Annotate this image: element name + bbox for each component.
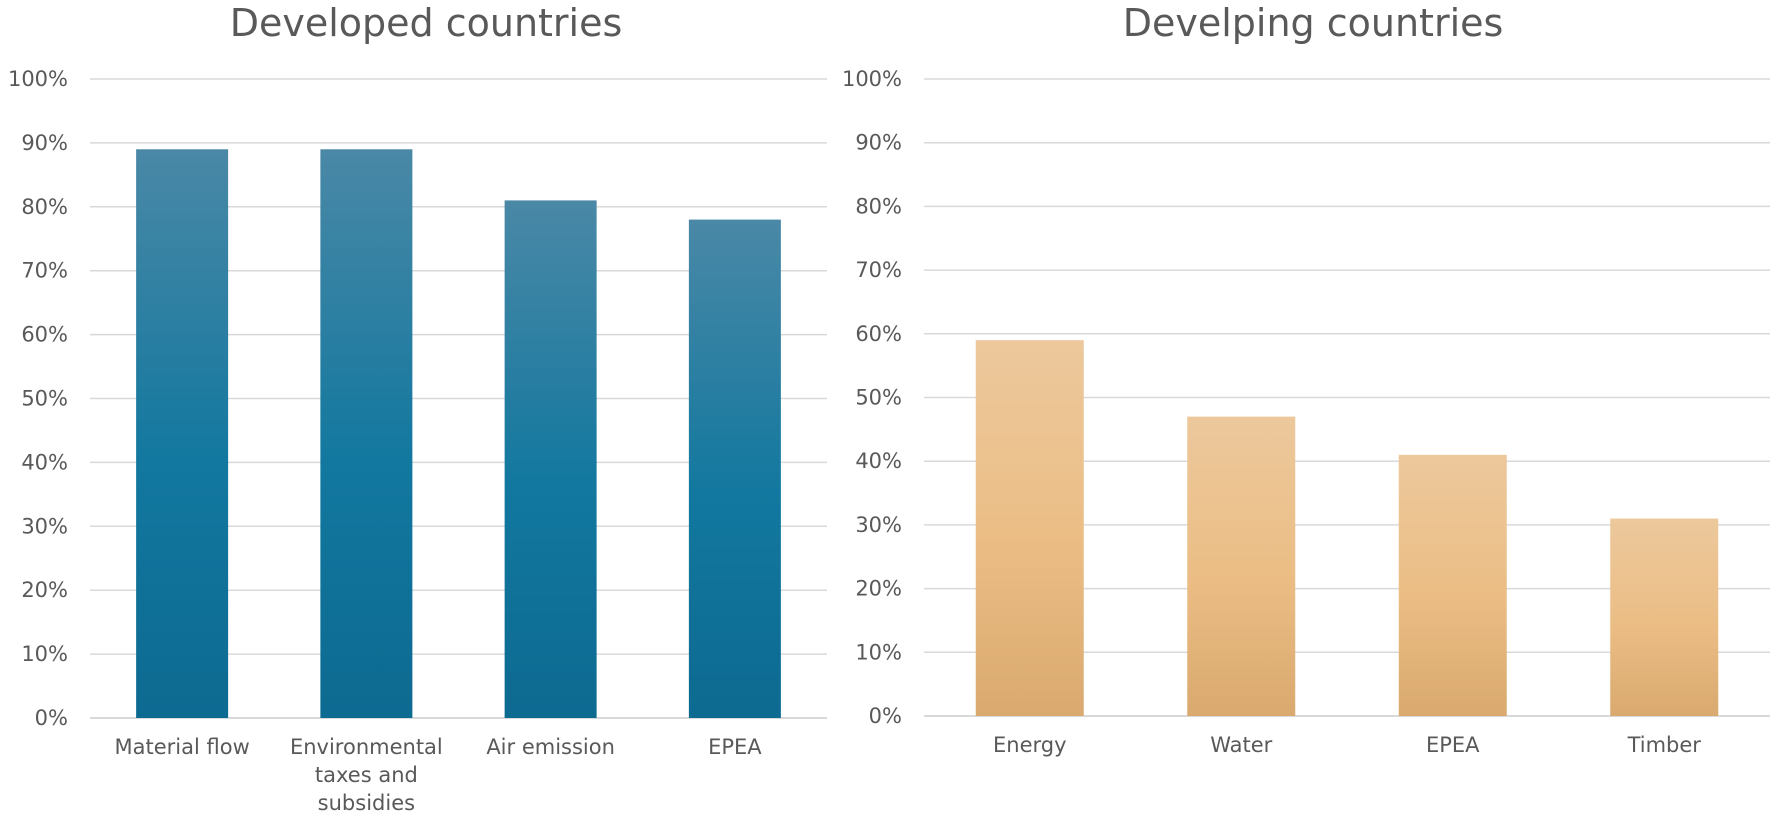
bar-energy[interactable] <box>975 340 1084 716</box>
y-tick-label: 50% <box>21 387 68 411</box>
y-tick-label: 20% <box>855 577 902 601</box>
y-tick-label: 10% <box>855 640 902 664</box>
developing-countries-chart: Develping countries 0% 10% 20% 30% 40% 50% 60%… <box>842 1 1770 757</box>
bar-timber[interactable] <box>1610 518 1719 716</box>
y-tick-label: 50% <box>855 386 902 410</box>
x-category-label: Timber <box>1627 733 1702 757</box>
y-tick-label: 80% <box>855 194 902 218</box>
y-tick-label: 70% <box>21 259 68 283</box>
y-tick-label: 40% <box>21 450 68 474</box>
x-category-label: Air emission <box>486 735 615 759</box>
chart-title: Develping countries <box>1123 1 1504 45</box>
x-category-label: EPEA <box>708 735 762 759</box>
bar-air-emission[interactable] <box>504 200 597 718</box>
developed-countries-chart: Developed countries 0% 10% 20% 30% 40% 50% 60%… <box>8 1 827 814</box>
x-category-label: EPEA <box>1426 733 1480 757</box>
x-category-label: Environmental taxes and subsidies <box>290 735 443 814</box>
y-tick-label: 100% <box>842 67 902 91</box>
bar-water[interactable] <box>1187 416 1296 716</box>
x-category-label: Water <box>1210 733 1272 757</box>
x-category-label: Energy <box>993 733 1067 757</box>
y-tick-label: 30% <box>855 513 902 537</box>
y-tick-label: 60% <box>21 323 68 347</box>
bar-material-flow[interactable] <box>136 149 229 719</box>
y-tick-label: 0% <box>35 706 68 730</box>
y-tick-label: 40% <box>855 449 902 473</box>
bar-epea[interactable] <box>688 219 781 718</box>
chart-title: Developed countries <box>230 1 623 45</box>
y-tick-label: 0% <box>869 704 902 728</box>
x-category-label: Material flow <box>115 735 250 759</box>
bar-environmental-taxes-and-subsidies[interactable] <box>320 149 413 719</box>
y-tick-label: 90% <box>21 131 68 155</box>
y-tick-label: 30% <box>21 514 68 538</box>
bar-epea[interactable] <box>1398 454 1507 716</box>
y-tick-label: 60% <box>855 322 902 346</box>
y-tick-label: 100% <box>8 67 68 91</box>
y-tick-label: 70% <box>855 258 902 282</box>
y-tick-label: 10% <box>21 642 68 666</box>
y-tick-label: 90% <box>855 131 902 155</box>
y-tick-label: 80% <box>21 195 68 219</box>
y-tick-label: 20% <box>21 578 68 602</box>
